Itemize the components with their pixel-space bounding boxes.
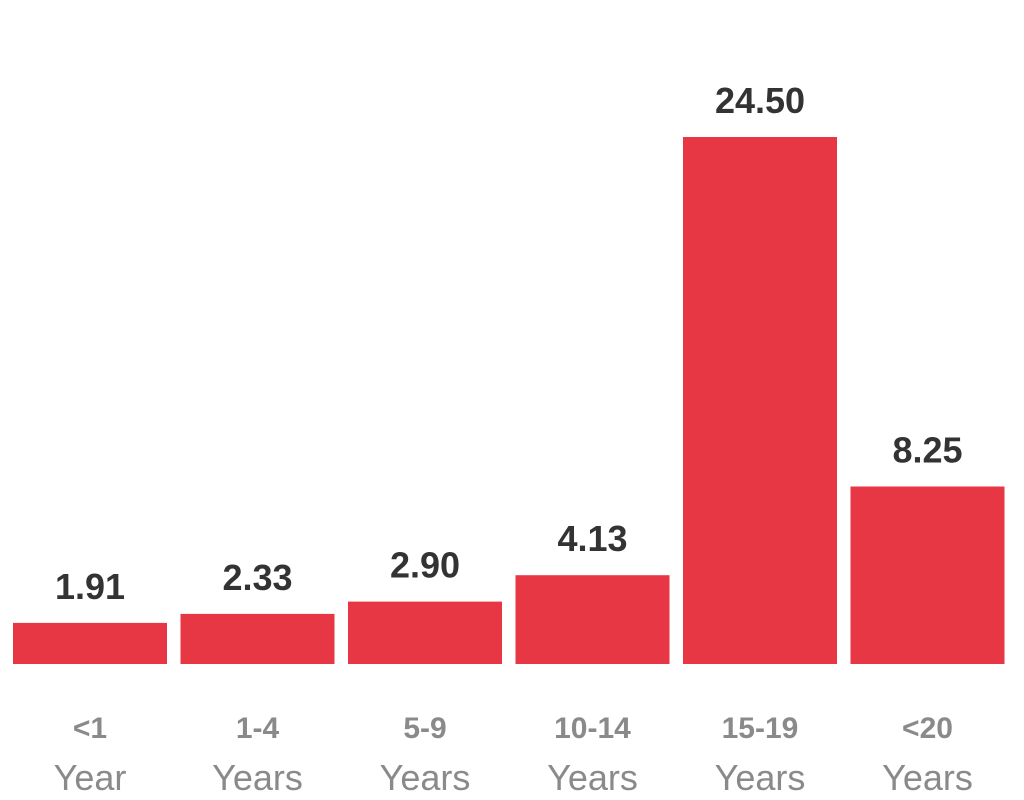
bar bbox=[348, 601, 502, 664]
bars-group bbox=[13, 137, 1005, 664]
category-label-unit: Years bbox=[882, 757, 973, 798]
category-label-range: <1 bbox=[73, 712, 107, 745]
category-labels-group: <1 Year 1-4 Years 5-9 Years 10-14 Years 15-19 Yea… bbox=[54, 712, 973, 798]
category-label-range: 10-14 bbox=[554, 712, 631, 745]
bar-value-label: 1.91 bbox=[55, 566, 125, 607]
category-label-range: 1-4 bbox=[236, 712, 280, 745]
value-labels-group: 1.91 2.33 2.90 4.13 24.50 8.25 bbox=[55, 80, 963, 607]
bar bbox=[180, 613, 335, 664]
bar bbox=[13, 622, 167, 664]
bar bbox=[683, 137, 837, 664]
category-label-range: <20 bbox=[902, 712, 953, 745]
category-label-unit: Years bbox=[380, 757, 471, 798]
bar bbox=[850, 486, 1005, 664]
bar-value-label: 8.25 bbox=[892, 430, 962, 471]
bar-value-label: 24.50 bbox=[715, 80, 805, 121]
bar-value-label: 4.13 bbox=[557, 518, 627, 559]
category-label-range: 5-9 bbox=[403, 712, 446, 745]
bar bbox=[515, 575, 670, 664]
category-label-unit: Years bbox=[715, 757, 806, 798]
category-label-unit: Year bbox=[54, 757, 127, 798]
category-label-range: 15-19 bbox=[722, 712, 799, 745]
category-label-unit: Years bbox=[212, 757, 303, 798]
category-label-unit: Years bbox=[547, 757, 638, 798]
bar-value-label: 2.33 bbox=[222, 557, 292, 598]
bar-value-label: 2.90 bbox=[390, 545, 460, 586]
